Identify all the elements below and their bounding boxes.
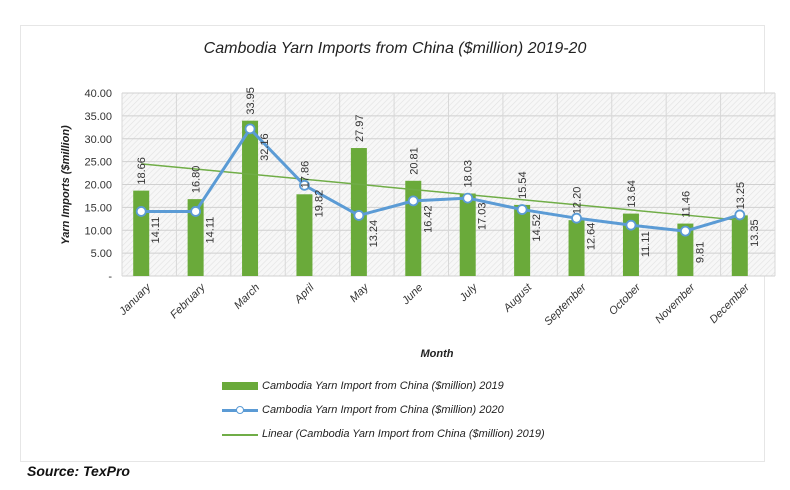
legend: Cambodia Yarn Import from China ($millio… <box>222 374 545 446</box>
x-tick-label: October <box>607 281 644 318</box>
line-data-label: 9.81 <box>694 242 706 263</box>
legend-label: Linear (Cambodia Yarn Import from China … <box>262 428 545 440</box>
x-tick-label: March <box>232 282 262 312</box>
bar-data-label: 15.54 <box>517 171 529 199</box>
bar-2019 <box>459 193 476 276</box>
line-2020 <box>141 127 741 233</box>
point-2020 <box>353 210 365 221</box>
bar-2019 <box>568 220 585 276</box>
point-2020 <box>462 192 474 204</box>
bar-data-label: 11.46 <box>680 191 692 218</box>
x-tick-label: August <box>501 281 535 315</box>
line-data-label: 17.03 <box>477 203 489 231</box>
point-2020 <box>299 179 310 191</box>
line-data-label: 14.52 <box>531 214 543 242</box>
point-2020 <box>407 195 419 207</box>
bar-data-label: 18.66 <box>136 157 148 185</box>
y-tick-label: 40.00 <box>84 88 112 100</box>
point-2020 <box>571 212 582 224</box>
chart-title: Cambodia Yarn Imports from China ($milli… <box>203 40 587 57</box>
legend-swatch-bar <box>222 380 258 392</box>
y-axis-title: Yarn Imports ($million) <box>60 125 72 245</box>
bar-2019 <box>731 215 748 276</box>
point-2020 <box>734 209 746 221</box>
x-tick-label: February <box>168 281 209 322</box>
bar-2019 <box>296 194 313 276</box>
x-tick-label: November <box>653 281 698 326</box>
point-2020 <box>516 204 528 215</box>
line-data-label: 13.35 <box>749 219 761 247</box>
line-data-label: 32.16 <box>259 133 271 161</box>
line-data-label: 19.82 <box>313 190 325 218</box>
point-2020 <box>135 206 147 217</box>
bar-data-label: 13.64 <box>626 180 638 208</box>
y-tick-label: 5.00 <box>91 248 112 260</box>
line-data-label: 12.64 <box>586 223 598 251</box>
legend-swatch-trend <box>222 428 258 440</box>
y-tick-label: - <box>108 271 112 283</box>
line-data-label: 14.11 <box>205 217 217 244</box>
source-note: Source: TexPro <box>27 463 130 479</box>
y-tick-label: 20.00 <box>84 180 112 192</box>
bar-2019 <box>677 223 694 276</box>
x-tick-label: December <box>708 281 753 326</box>
x-tick-label: July <box>457 281 481 305</box>
line-data-label: 14.11 <box>150 217 162 244</box>
legend-label: Cambodia Yarn Import from China ($millio… <box>262 404 504 416</box>
y-tick-label: 25.00 <box>84 157 112 169</box>
legend-item-2020: Cambodia Yarn Import from China ($millio… <box>222 398 545 422</box>
x-tick-label: April <box>292 281 317 306</box>
line-data-label: 11.11 <box>640 231 652 257</box>
bar-data-label: 20.81 <box>408 147 420 175</box>
bar-data-label: 27.97 <box>354 115 366 143</box>
x-axis-title: Month <box>421 348 454 360</box>
y-tick-label: 30.00 <box>84 134 112 146</box>
bar-2019 <box>187 199 204 276</box>
bar-2019 <box>622 213 639 276</box>
bar-2019 <box>133 190 150 276</box>
x-tick-label: May <box>348 281 372 305</box>
bar-data-label: 33.95 <box>245 87 257 115</box>
legend-swatch-line <box>222 404 258 416</box>
y-tick-label: 35.00 <box>84 111 112 123</box>
point-2020 <box>625 219 637 231</box>
point-2020 <box>244 123 256 135</box>
point-2020 <box>190 206 202 217</box>
legend-label: Cambodia Yarn Import from China ($millio… <box>262 380 504 392</box>
line-data-label: 16.42 <box>422 205 434 233</box>
trendline <box>141 163 740 221</box>
bar-2019 <box>514 204 531 276</box>
bar-data-label: 12.20 <box>572 187 584 215</box>
line-data-label: 13.24 <box>368 220 380 248</box>
bar-data-label: 13.25 <box>735 182 747 210</box>
point-2020 <box>679 225 691 237</box>
legend-item-2019: Cambodia Yarn Import from China ($millio… <box>222 374 545 398</box>
bar-2019 <box>405 180 422 276</box>
bar-data-label: 17.86 <box>299 161 311 189</box>
legend-item-trend: Linear (Cambodia Yarn Import from China … <box>222 422 545 446</box>
y-tick-label: 15.00 <box>84 202 112 214</box>
y-tick-label: 10.00 <box>84 225 112 237</box>
x-tick-label: January <box>116 281 154 319</box>
bar-data-label: 16.80 <box>191 166 203 194</box>
bar-2019 <box>242 120 259 277</box>
bar-data-label: 18.03 <box>463 160 475 188</box>
x-tick-label: June <box>399 282 425 308</box>
x-tick-label: September <box>542 281 589 328</box>
